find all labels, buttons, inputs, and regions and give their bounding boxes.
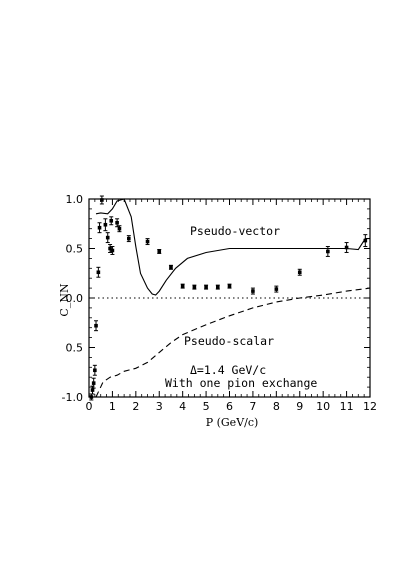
annotation-delta: Δ=1.4 GeV/c [190,363,266,377]
data-point [110,246,115,255]
point-marker [297,270,302,275]
y-tick-label: 1.0 [66,193,84,206]
point-marker [108,246,112,251]
point-marker [363,238,368,243]
data-point [204,284,209,290]
point-marker [169,265,173,270]
x-tick-label: 4 [179,400,186,413]
data-points [89,195,368,401]
data-point [92,364,97,376]
data-point [115,218,120,228]
data-point [108,244,113,253]
point-marker [251,289,255,293]
point-marker [204,285,208,289]
data-point [168,264,173,270]
annotation-pseudo-vector: Pseudo-vector [190,224,280,238]
data-point [97,222,102,234]
data-point [250,287,255,295]
data-point [274,285,279,293]
x-tick-label: 7 [249,400,256,413]
data-point [126,235,131,243]
data-point [96,266,101,278]
point-marker [97,225,102,230]
annotation-pseudo-scalar: Pseudo-scalar [184,334,274,348]
x-tick-label: 8 [273,400,280,413]
x-tick-label: 10 [316,400,330,413]
point-marker [326,249,330,254]
data-point [157,248,162,254]
x-tick-label: 11 [340,400,354,413]
data-point [99,195,104,205]
data-point [105,232,110,244]
point-marker [192,285,197,289]
x-tick-label: 3 [156,400,163,413]
point-marker [90,388,95,392]
point-marker [127,236,131,241]
point-marker [115,220,119,225]
point-marker [274,287,279,291]
y-tick-label: 0.5 [66,342,84,355]
x-tick-label: 12 [363,400,377,413]
data-point [145,238,150,246]
point-marker [93,368,97,373]
point-marker [117,226,122,231]
axes: 0 1 2 3 4 5 6 7 8 9 10 11 121.00.50.00.5-1.0 [62,193,377,413]
x-tick-label: 5 [203,400,210,413]
data-point [117,225,122,233]
x-tick-label: 9 [296,400,303,413]
y-tick-label: 0.5 [66,243,84,256]
data-point [227,283,232,289]
data-point [192,284,197,290]
point-marker [91,381,96,385]
ylabel: C_NN [58,283,71,317]
data-point [215,284,220,290]
point-marker [94,323,98,328]
point-marker [344,245,349,250]
point-marker [110,248,115,253]
point-marker [103,222,108,227]
data-point [109,216,114,226]
data-point [94,320,99,332]
point-marker [227,284,232,288]
data-point [363,234,368,248]
x-tick-label: 2 [132,400,139,413]
point-marker [180,284,185,288]
point-marker [105,235,110,240]
data-point [325,246,330,257]
annotation-pion-exchange: With one pion exchange [165,376,317,390]
point-marker [145,239,150,244]
data-point [180,283,185,289]
pseudo-scalar-curve [95,287,371,398]
point-marker [215,285,220,289]
data-point [297,268,302,276]
data-point [344,242,349,253]
y-tick-label: 0.0 [66,292,84,305]
x-tick-label: 6 [226,400,233,413]
point-marker [109,218,114,223]
data-point [103,218,108,232]
point-marker [89,395,94,399]
data-point [91,377,96,389]
y-tick-label: -1.0 [62,391,83,404]
xlabel: P (GeV/c) [206,416,259,429]
theory-curves [95,198,371,398]
pseudo-vector-curve [95,198,370,296]
point-marker [96,270,101,275]
point-marker [100,198,104,202]
x-tick-label: 0 [86,400,93,413]
point-marker [157,249,162,254]
x-tick-label: 1 [109,400,116,413]
